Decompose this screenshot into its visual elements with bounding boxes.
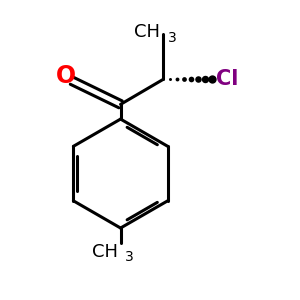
Text: 3: 3: [168, 31, 176, 45]
Text: CH: CH: [92, 243, 118, 261]
Text: Cl: Cl: [216, 69, 238, 89]
Text: 3: 3: [125, 250, 134, 265]
Text: CH: CH: [134, 23, 160, 41]
Text: O: O: [56, 64, 76, 88]
